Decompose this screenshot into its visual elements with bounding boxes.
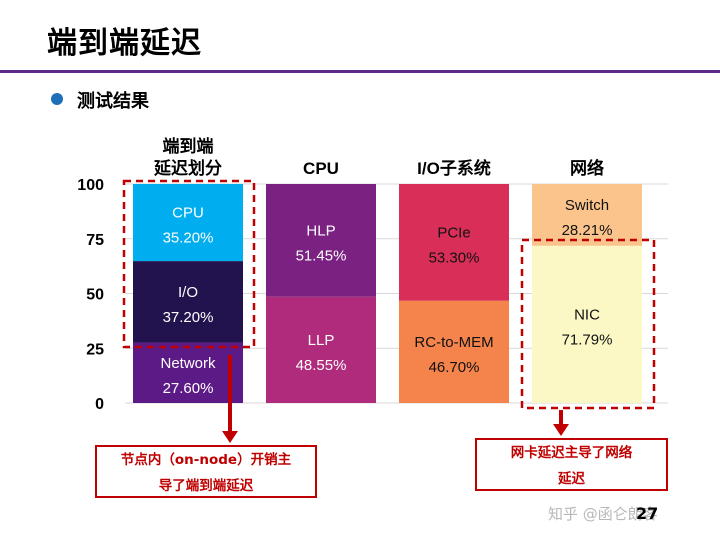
highlight-box-on-node	[122, 179, 256, 349]
column-header: I/O子系统	[417, 158, 491, 178]
bar-segment-nic	[532, 245, 642, 403]
column-header: CPU	[303, 159, 339, 178]
column-header: 延迟划分	[153, 158, 222, 178]
segment-value-label: 71.79%	[562, 331, 613, 348]
segment-name-label: HLP	[306, 222, 335, 239]
bar-segment-cpu	[133, 184, 243, 262]
bar-segment-pcie	[399, 184, 509, 301]
y-tick-label: 0	[95, 396, 104, 413]
column-header: 网络	[570, 158, 604, 178]
callout-left-line1: 节点内（on-node）开销主	[120, 452, 292, 468]
callout-on-node-overhead: 节点内（on-node）开销主 导了端到端延迟	[95, 445, 317, 498]
segment-name-label: NIC	[574, 306, 600, 323]
segment-name-label: Network	[160, 355, 216, 372]
segment-value-label: 53.30%	[429, 249, 480, 266]
callout-nic-dominates: 网卡延迟主导了网络 延迟	[475, 438, 668, 491]
segment-value-label: 35.20%	[163, 230, 214, 247]
page-number: 27	[636, 504, 659, 523]
slide-title: 端到端延迟	[47, 26, 202, 61]
segment-value-label: 48.55%	[296, 357, 347, 374]
segment-value-label: 46.70%	[429, 359, 480, 376]
bar-segment-switch	[532, 184, 642, 246]
bar-segment-hlp	[266, 184, 376, 297]
bullet-heading: 测试结果	[77, 91, 149, 112]
arrow-left-head	[222, 431, 238, 443]
segment-name-label: RC-to-MEM	[414, 334, 493, 351]
bar-segment-network	[133, 342, 243, 403]
highlight-box-nic	[520, 238, 656, 410]
segment-name-label: CPU	[172, 205, 204, 222]
segment-name-label: LLP	[308, 332, 335, 349]
segment-value-label: 27.60%	[163, 380, 214, 397]
segment-value-label: 37.20%	[163, 309, 214, 326]
callout-right-line2: 延迟	[558, 471, 585, 487]
segment-value-label: 28.21%	[562, 222, 613, 239]
y-tick-label: 25	[86, 341, 104, 358]
callout-right-line1: 网卡延迟主导了网络	[510, 445, 633, 461]
y-tick-label: 100	[77, 177, 104, 194]
bar-segment-rc-to-mem	[399, 300, 509, 403]
segment-value-label: 51.45%	[296, 247, 347, 264]
y-tick-label: 75	[86, 232, 104, 249]
segment-name-label: Switch	[565, 197, 609, 214]
y-tick-label: 50	[86, 287, 104, 304]
bullet-dot-icon	[51, 93, 63, 105]
column-header: 端到端	[163, 136, 214, 156]
title-divider	[0, 70, 720, 73]
segment-name-label: I/O	[178, 284, 198, 301]
arrow-right-head	[553, 424, 569, 436]
bar-segment-i-o	[133, 261, 243, 343]
watermark: 知乎 @函仑朗客	[548, 505, 658, 523]
bar-segment-llp	[266, 296, 376, 403]
callout-left-line2: 导了端到端延迟	[158, 478, 254, 494]
segment-name-label: PCIe	[437, 224, 470, 241]
